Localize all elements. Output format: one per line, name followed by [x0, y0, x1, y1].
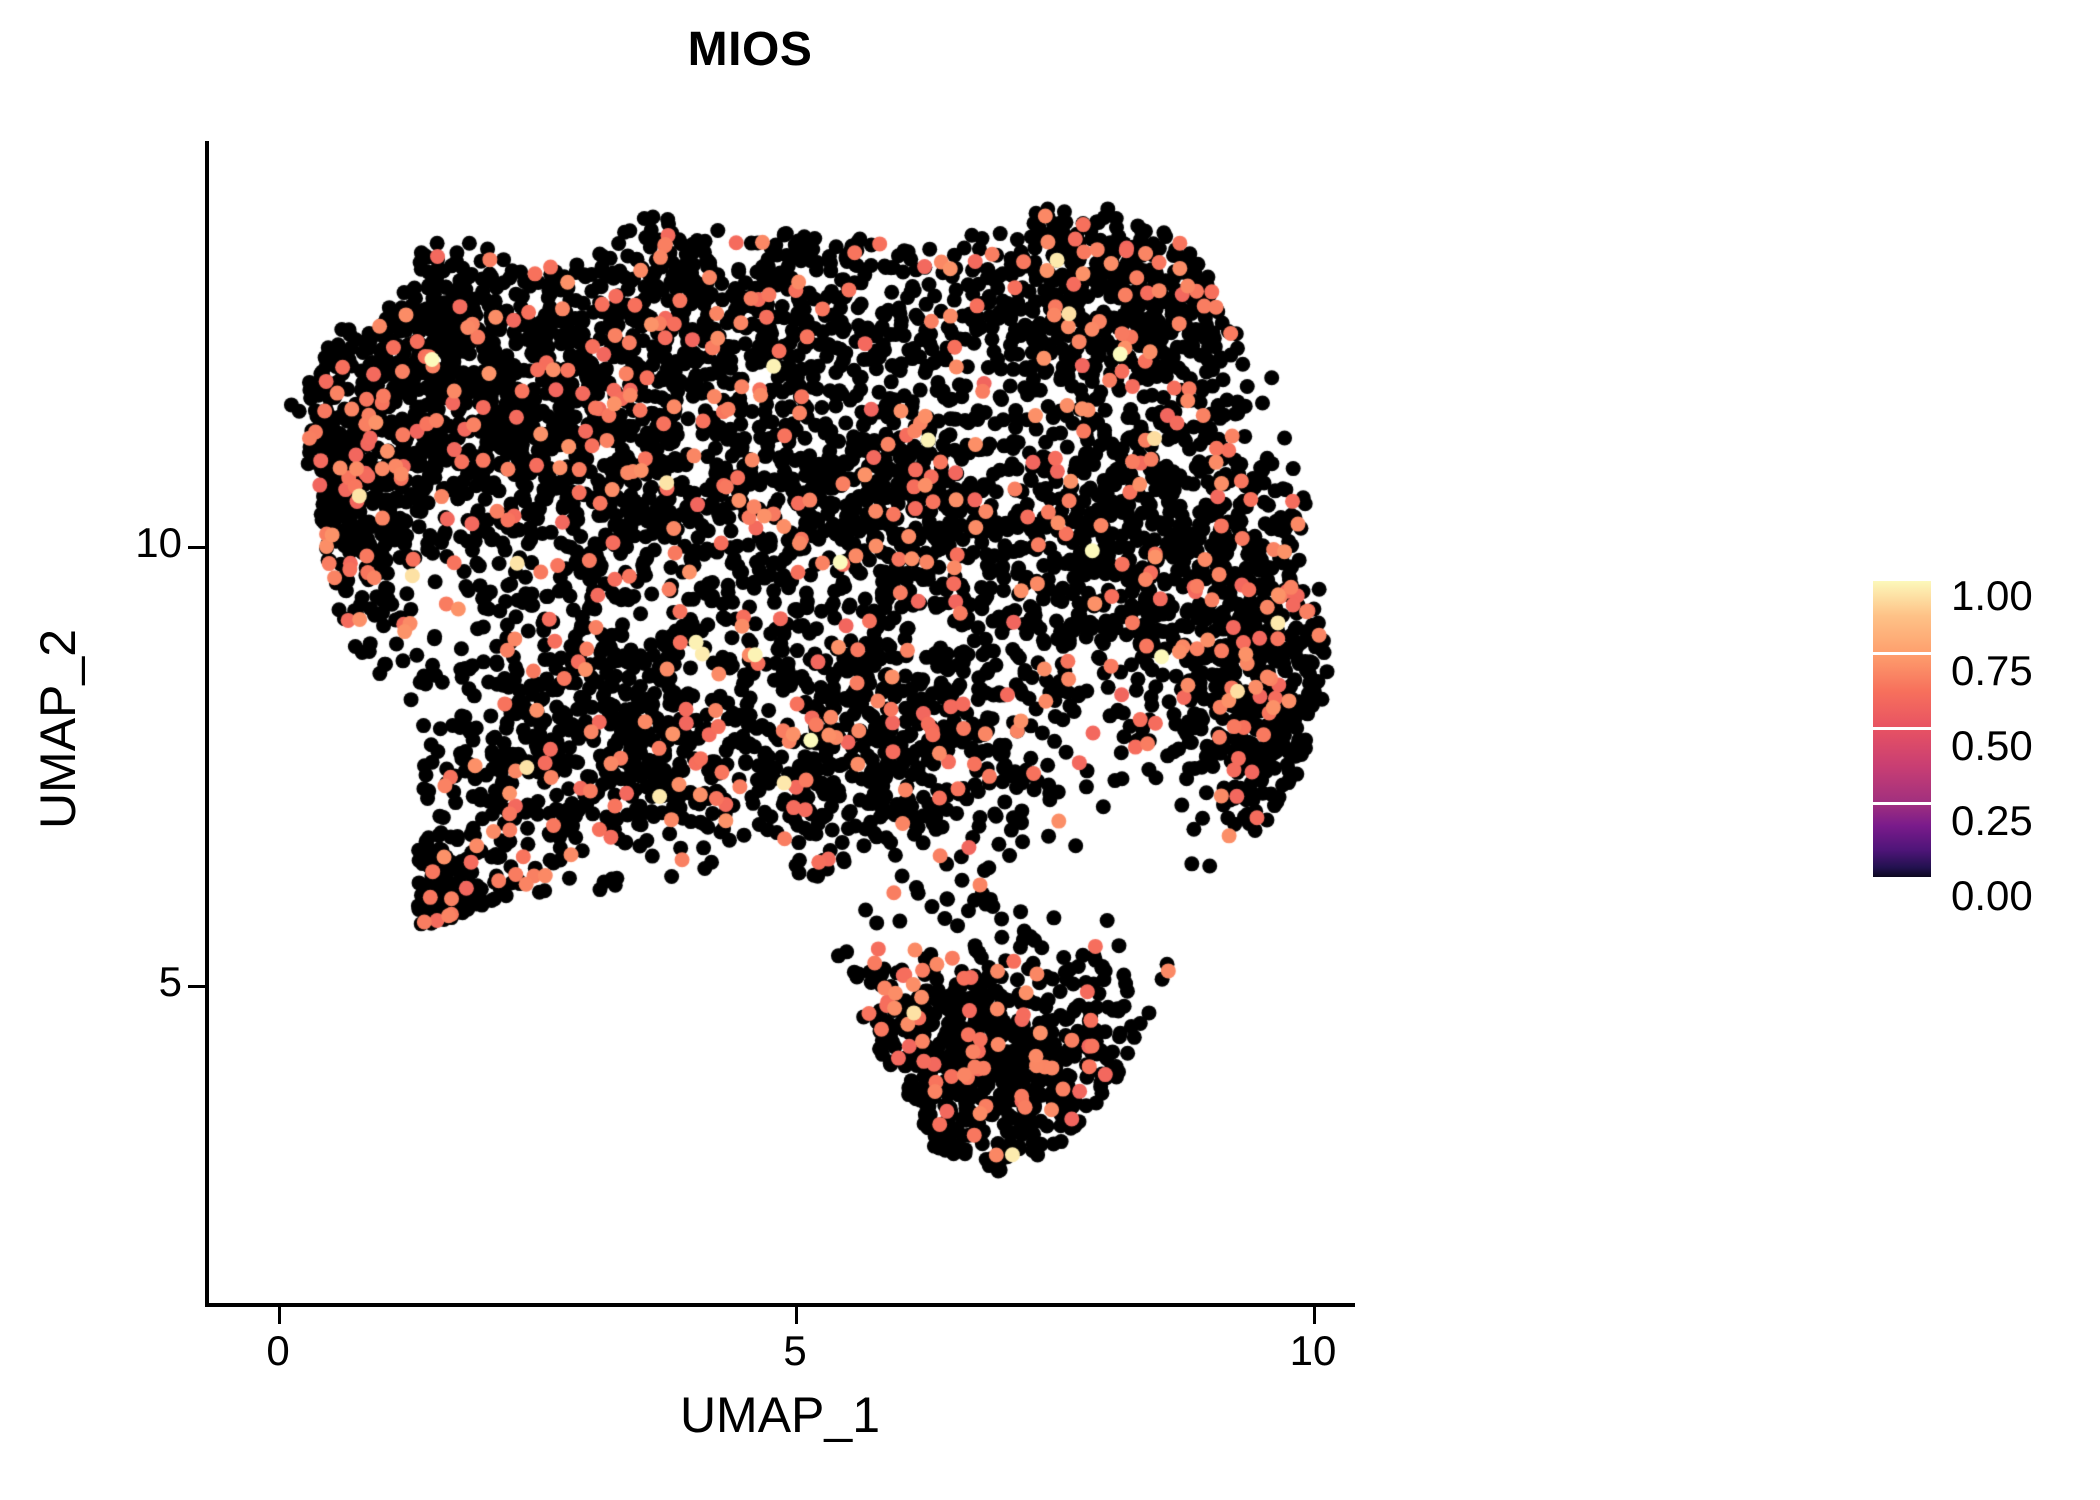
- x-tick-mark-0: [278, 1307, 281, 1324]
- y-axis-title: UMAP_2: [30, 628, 86, 830]
- x-tick-mark-5: [795, 1307, 798, 1324]
- y-tick-mark-10: [188, 546, 205, 549]
- legend-label-0-25: 0.25: [1951, 797, 2033, 844]
- color-legend: 1.00 0.75 0.50 0.25 0.00: [1873, 572, 2093, 919]
- legend-label-0-75: 0.75: [1951, 647, 2033, 694]
- y-tick-label-5: 5: [158, 958, 182, 1005]
- legend-tick-0-25: [1873, 802, 1931, 805]
- x-tick-label-0: 0: [266, 1327, 290, 1374]
- legend-tick-1-00: [1873, 578, 1931, 581]
- scatter-plot-canvas: [205, 141, 1353, 1305]
- x-tick-mark-10: [1313, 1307, 1316, 1324]
- legend-tick-0-50: [1873, 727, 1931, 730]
- legend-label-0-50: 0.50: [1951, 722, 2033, 769]
- x-tick-label-10: 10: [1289, 1327, 1337, 1374]
- y-tick-mark-5: [188, 985, 205, 988]
- x-tick-label-5: 5: [783, 1327, 807, 1374]
- x-axis-title: UMAP_1: [679, 1387, 881, 1443]
- x-axis-line: [205, 1303, 1355, 1307]
- y-tick-label-10: 10: [135, 519, 182, 566]
- legend-label-1-00: 1.00: [1951, 572, 2033, 619]
- legend-tick-0-00: [1873, 877, 1931, 880]
- legend-label-0-00: 0.00: [1951, 872, 2033, 919]
- y-axis-line: [205, 141, 209, 1305]
- page-title: MIOS: [687, 23, 813, 76]
- legend-tick-0-75: [1873, 652, 1931, 655]
